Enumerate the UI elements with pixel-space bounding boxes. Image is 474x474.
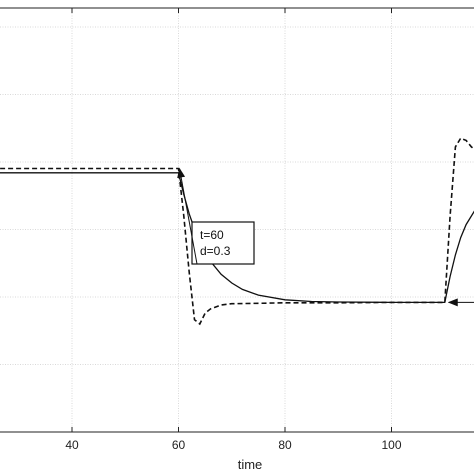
x-ticks: 40 60 80 100 [65,8,402,452]
grid-lines [0,8,474,433]
x-axis-label: time [238,457,263,472]
annotation-arrow [177,167,198,265]
x-tick-label: 60 [172,438,186,452]
annotations: t=60 d=0.3 [177,167,474,307]
annotation-box [191,221,255,265]
annotation-text: d=0.3 [200,244,231,258]
x-tick-label: 40 [65,438,79,452]
x-tick-label: 80 [278,438,292,452]
annotation-text: t=60 [200,228,224,242]
series-line-2 [0,137,474,326]
x-tick-label: 100 [381,438,401,452]
axes [0,7,474,433]
